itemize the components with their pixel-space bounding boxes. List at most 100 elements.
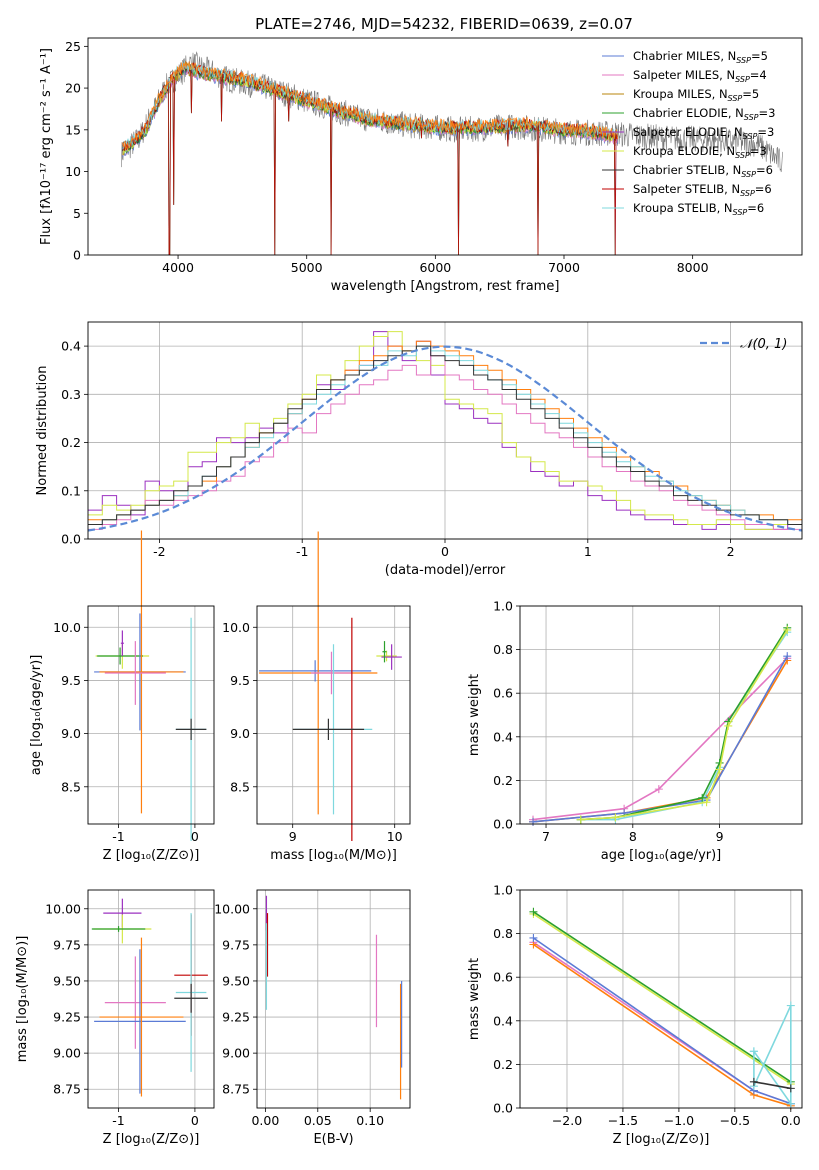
y-tick-label: 0.0: [493, 817, 513, 832]
legend-entry: Salpeter MILES, NSSP=4: [633, 68, 767, 84]
legend-entry-text: Salpeter MILES, N: [633, 68, 735, 82]
legend-entry-suffix: =6: [756, 163, 773, 177]
y-tick-label: 9.25: [222, 1010, 250, 1025]
figure-title: PLATE=2746, MJD=54232, FIBERID=0639, z=0…: [255, 15, 633, 33]
weight-marker: [529, 817, 538, 826]
model-spectrum-line: [122, 62, 618, 255]
legend-entry: Chabrier STELIB, NSSP=6: [633, 163, 773, 179]
y-tick-label: 9.5: [61, 673, 81, 688]
legend-entry-text: Chabrier MILES, N: [633, 49, 736, 63]
legend-entry-subscript: SSP: [733, 208, 748, 217]
y-axis-label: mass weight: [467, 958, 482, 1040]
weight-marker: [576, 815, 585, 824]
age_vs_mass-plot-area: [259, 531, 402, 842]
x-tick-label: 8000: [677, 260, 709, 275]
legend-entry-suffix: =6: [755, 182, 772, 196]
weight-series-line: [580, 627, 788, 821]
y-tick-label: 5: [73, 206, 81, 221]
legend-entry: Kroupa MILES, NSSP=5: [633, 87, 759, 103]
y-tick-label: 1.0: [493, 599, 513, 614]
weight-series-line: [532, 655, 788, 823]
weight-marker: [786, 1099, 795, 1108]
errorbar-point: [104, 641, 166, 705]
x-tick-label: −1.0: [664, 1113, 694, 1128]
axes-frame: [519, 889, 803, 1109]
axes-frame: [256, 889, 411, 1109]
y-tick-label: 9.75: [222, 937, 250, 952]
axes-frame: [87, 37, 803, 256]
legend-entry: 𝒩(0, 1): [740, 337, 787, 352]
x-axis-label: age [log₁₀(age/yr)]: [601, 848, 722, 863]
errorbar-point: [292, 718, 365, 740]
legend-entry-text: Chabrier ELODIE, N: [633, 106, 744, 120]
weight-marker: [529, 907, 538, 916]
y-tick-label: 8.75: [222, 1082, 250, 1097]
legend-entry-text: Salpeter ELODIE, N: [633, 125, 743, 139]
weight_vs_age-plot-area: [529, 623, 792, 826]
x-tick-label: -1: [296, 544, 308, 559]
y-tick-label: 0.0: [493, 1101, 513, 1116]
x-tick-label: −1.5: [608, 1113, 638, 1128]
x-tick-label: 0: [191, 829, 199, 844]
y-tick-label: 1.0: [493, 883, 513, 898]
y-tick-label: 9.75: [53, 937, 81, 952]
errorbar-point: [120, 630, 124, 656]
legend-entry-subscript: SSP: [740, 189, 755, 198]
y-tick-label: 20: [65, 81, 81, 96]
weight-marker: [749, 1047, 758, 1056]
normal-curve-line: [88, 345, 802, 532]
legend-entry-text: Salpeter STELIB, N: [633, 182, 740, 196]
y-tick-label: 0.6: [493, 686, 513, 701]
mass_vs_Z-axes: -1 0 8.75 9.00 9.25 9.50 9.75 10.00 Z [log₁₀(Z/Z…: [15, 889, 215, 1147]
x-axis-label: Z [log₁₀(Z/Z⊙)]: [103, 1132, 200, 1147]
weight-series-line: [580, 631, 788, 821]
y-tick-label: 10.00: [214, 901, 250, 916]
x-tick-label: 0.05: [304, 1113, 332, 1128]
y-tick-label: 9.50: [53, 973, 81, 988]
weight-marker: [529, 933, 538, 942]
weight-marker: [654, 785, 663, 794]
model-spectrum-line: [122, 62, 616, 255]
y-tick-label: 10.00: [45, 901, 81, 916]
legend-entry-text: Kroupa MILES, N: [633, 87, 728, 101]
x-tick-label: 0: [191, 1113, 199, 1128]
y-tick-label: 8.5: [230, 779, 250, 794]
legend-entry-suffix: =5: [742, 87, 759, 101]
weight-series-line: [532, 913, 792, 1085]
y-tick-label: 0.3: [61, 387, 81, 402]
axes-frame: [87, 605, 215, 825]
model-spectrum-line: [122, 61, 618, 152]
weight-series-line: [532, 941, 792, 1105]
errorbar-point: [104, 956, 166, 1049]
y-tick-label: 9.0: [230, 726, 250, 741]
y-tick-label: 0.6: [493, 970, 513, 985]
x-axis-label: (data-model)/error: [385, 563, 506, 578]
x-tick-label: 9: [716, 829, 724, 844]
y-tick-label: 0.4: [493, 1013, 513, 1028]
y-tick-label: 10: [65, 164, 81, 179]
weight-series-line: [580, 629, 788, 821]
x-axis-label: Z [log₁₀(Z/Z⊙)]: [103, 848, 200, 863]
legend-entry: Chabrier ELODIE, NSSP=3: [633, 106, 775, 122]
y-tick-label: 0.4: [61, 339, 81, 354]
histogram-group: [88, 331, 802, 532]
x-axis-label: E(B-V): [313, 1132, 353, 1147]
y-tick-label: 0.4: [493, 729, 513, 744]
y-tick-label: 0.2: [493, 773, 513, 788]
y-tick-label: 8.5: [61, 779, 81, 794]
weight_vs_age-axes: 7 8 9 0.0 0.2 0.4 0.6 0.8 1.0 age [log₁₀(age/yr)]…: [467, 599, 803, 863]
x-axis-label: Z [log₁₀(Z/Z⊙)]: [613, 1132, 710, 1147]
weight-marker: [611, 813, 620, 822]
legend-entry-subscript: SSP: [743, 132, 758, 141]
weight-marker: [702, 798, 711, 807]
errorbar-point: [99, 937, 184, 1097]
errorbar-point: [259, 660, 372, 682]
legend-entry-subscript: SSP: [744, 113, 759, 122]
y-tick-label: 9.25: [53, 1010, 81, 1025]
residuals-axes: 𝒩(0, 1) -2 -1 0 1 2 0.0 0.1 0.2 0.3 0.4 (data-model…: [35, 321, 803, 578]
x-tick-label: 7: [542, 829, 550, 844]
model-spectrum-line: [122, 63, 618, 255]
y-tick-label: 15: [65, 122, 81, 137]
